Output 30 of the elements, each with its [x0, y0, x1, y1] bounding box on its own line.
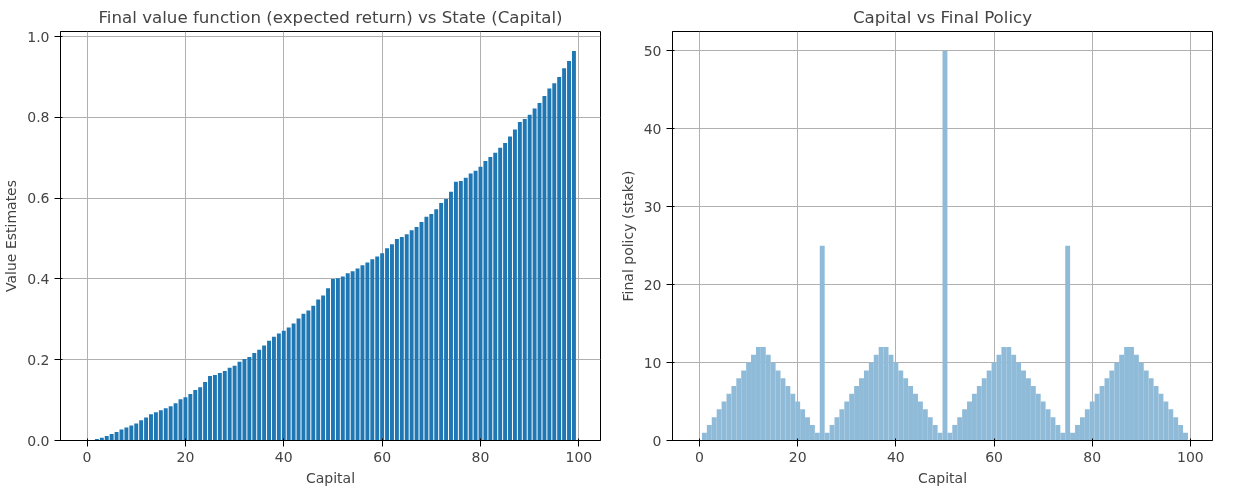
x-tick-label: 40 [886, 448, 905, 465]
y-tick-label: 0.0 [27, 432, 50, 449]
x-tick-label: 80 [1083, 448, 1102, 465]
x-axis-title: Capital [305, 469, 356, 486]
x-tick-label: 0 [695, 448, 704, 465]
y-tick-label: 0 [652, 432, 662, 449]
y-tick-label: 10 [643, 354, 662, 371]
y-tick-label: 30 [643, 198, 662, 215]
x-tick-label: 0 [82, 448, 92, 465]
x-tick-label: 100 [565, 448, 593, 465]
chart-title: Capital vs Final Policy [852, 7, 1033, 27]
x-tick-label: 60 [373, 448, 392, 465]
y-tick-label: 20 [643, 276, 662, 293]
x-tick-label: 100 [1177, 448, 1204, 465]
y-tick-label: 50 [643, 42, 662, 59]
x-tick-label: 40 [274, 448, 293, 465]
y-tick-label: 40 [643, 120, 662, 137]
y-axis-title: Value Estimates [3, 179, 20, 293]
x-tick-label: 20 [788, 448, 807, 465]
chart-title: Final value function (expected return) vs State (Capital) [98, 7, 563, 27]
y-tick-label: 0.4 [27, 271, 50, 287]
x-tick-label: 60 [985, 448, 1003, 465]
y-tick-label: 1.0 [27, 28, 50, 45]
y-tick-label: 0.2 [27, 351, 50, 368]
y-axis-title: Final policy (stake) [619, 170, 636, 302]
x-tick-label: 80 [471, 448, 490, 465]
x-axis-title: Capital [917, 469, 968, 486]
y-tick-label: 0.6 [27, 190, 50, 207]
y-tick-label: 0.8 [27, 109, 50, 126]
x-tick-label: 20 [176, 448, 195, 465]
